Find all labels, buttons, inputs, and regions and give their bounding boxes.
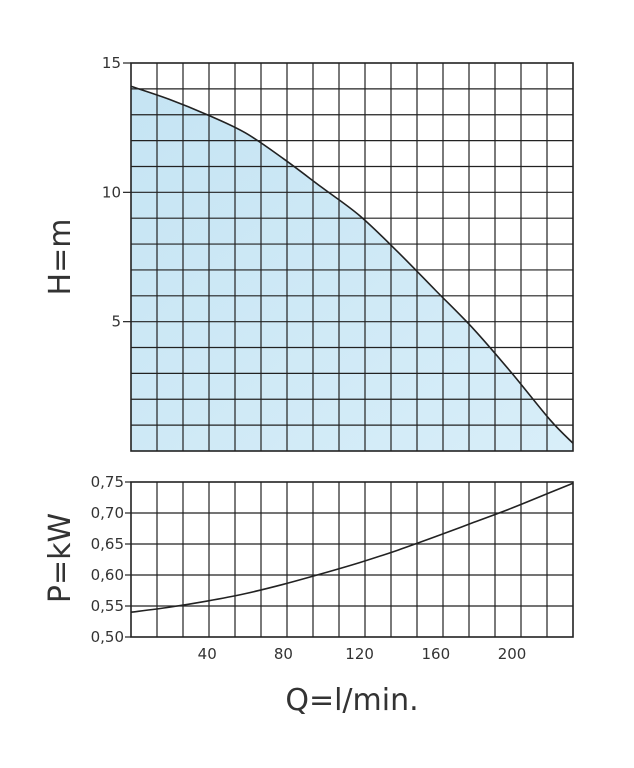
head-y-ticks: 5 10 15: [102, 54, 131, 331]
power-y-tick-label: 0,75: [91, 473, 124, 491]
power-plot-frame: [130, 481, 574, 638]
head-y-tick-label: 10: [102, 183, 121, 201]
head-plot-frame: [130, 62, 574, 452]
power-y-tick-label: 0,50: [91, 628, 124, 646]
head-y-tick-label: 15: [102, 54, 121, 72]
head-chart: 5 10 15 H=m: [43, 54, 574, 452]
flow-x-axis-label: Q=l/min.: [285, 683, 418, 718]
flow-x-tick-label: 80: [274, 645, 293, 663]
head-y-tick-label: 5: [111, 313, 121, 331]
power-y-tick-label: 0,60: [91, 566, 124, 584]
power-y-ticks: 0,50 0,55 0,60 0,65 0,70 0,75: [91, 473, 131, 646]
head-grid: [131, 63, 573, 451]
flow-x-tick-label: 120: [345, 645, 374, 663]
power-curve: [130, 482, 574, 613]
flow-x-tick-label: 40: [198, 645, 217, 663]
power-y-tick-label: 0,65: [91, 535, 124, 553]
head-y-axis-label: H=m: [43, 219, 78, 296]
power-grid: [131, 482, 573, 637]
power-y-axis-label: P=kW: [43, 513, 78, 603]
power-y-tick-label: 0,70: [91, 504, 124, 522]
power-y-tick-label: 0,55: [91, 597, 124, 615]
flow-x-tick-label: 160: [422, 645, 451, 663]
power-x-ticks: 40 80 120 160 200: [198, 645, 527, 663]
head-area-fill: [131, 86, 573, 451]
power-chart: 0,50 0,55 0,60 0,65 0,70 0,75 40 80 120 160 200 P…: [43, 473, 574, 718]
flow-x-tick-label: 200: [498, 645, 527, 663]
head-curve: [130, 85, 574, 444]
